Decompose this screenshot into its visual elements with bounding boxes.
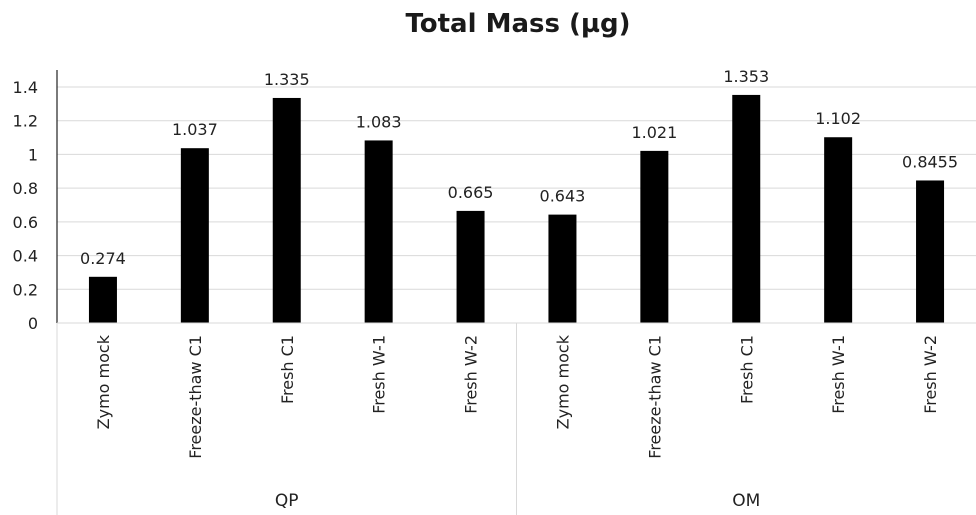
bar [456,210,485,323]
data-label: 1.353 [723,67,769,86]
y-tick-label: 0 [28,314,38,333]
x-group-label: QP [275,491,299,511]
x-axis-groups: QP OM [275,491,760,511]
x-category-label: Zymo mock [553,334,572,429]
y-tick-label: 0.8 [13,179,38,198]
bar [364,140,393,323]
bar [916,180,945,323]
y-tick-label: 0.2 [13,280,38,299]
chart-title: Total Mass (µg) [405,9,630,39]
x-category-label: Freeze-thaw C1 [186,335,205,459]
y-axis-ticks: 0 0.2 0.4 0.6 0.8 1 1.2 1.4 [13,78,38,333]
x-category-label: Freeze-thaw C1 [645,335,664,459]
data-label: 0.665 [448,183,494,202]
bar [548,214,577,323]
x-category-label: Zymo mock [94,334,113,429]
y-tick-label: 1.2 [13,112,38,131]
y-tick-label: 1 [28,145,38,164]
data-label: 1.021 [631,123,677,142]
gridlines [57,86,976,290]
data-label: 1.335 [264,70,310,89]
data-label: 0.274 [80,249,126,268]
bar [180,148,209,323]
data-label: 1.037 [172,120,218,139]
y-tick-label: 0.4 [13,247,38,266]
bars [88,94,945,324]
bar [88,276,117,323]
data-label: 0.8455 [902,152,958,171]
data-label: 1.083 [356,112,402,131]
data-label: 1.102 [815,109,861,128]
y-tick-label: 1.4 [13,78,38,97]
bar [640,150,669,323]
x-axis-categories: Zymo mock Freeze-thaw C1 Fresh C1 Fresh W-1… [94,334,940,458]
data-label: 0.643 [540,187,586,206]
x-group-label: OM [732,491,760,511]
x-category-label: Fresh W-2 [921,335,940,414]
bar [272,97,301,323]
axes [56,70,976,515]
x-category-label: Fresh W-1 [370,335,389,414]
x-category-label: Fresh C1 [278,335,297,404]
x-category-label: Fresh W-2 [462,335,481,414]
x-category-label: Fresh W-1 [829,335,848,414]
data-labels: 0.274 1.037 1.335 1.083 0.665 0.643 1.021 1.353… [80,67,958,268]
bar [732,94,761,324]
bar [824,137,853,323]
y-tick-label: 0.6 [13,213,38,232]
x-category-label: Fresh C1 [737,335,756,404]
